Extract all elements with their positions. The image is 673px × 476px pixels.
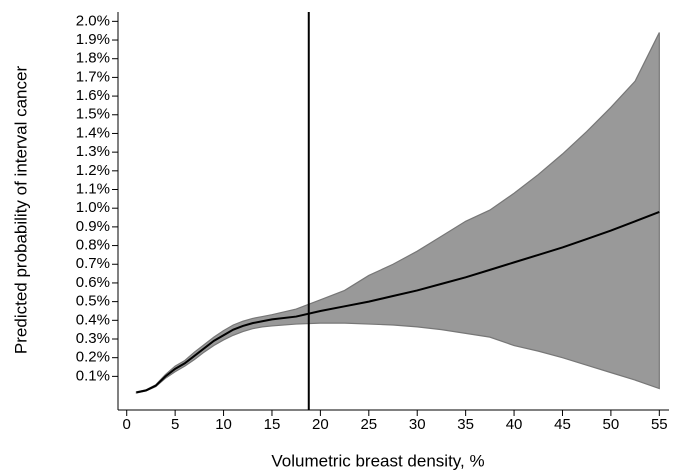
y-tick-label: 0.2% (76, 349, 110, 366)
x-tick-label: 10 (215, 416, 232, 433)
y-tick-label: 1.9% (76, 31, 110, 48)
y-tick-label: 0.8% (76, 237, 110, 254)
y-tick-label: 1.1% (76, 180, 110, 197)
y-tick-label: 1.8% (76, 50, 110, 67)
y-tick-label: 0.1% (76, 367, 110, 384)
x-tick-label: 5 (171, 416, 179, 433)
y-tick-label: 0.9% (76, 218, 110, 235)
x-tick-label: 35 (457, 416, 474, 433)
y-tick-label: 1.6% (76, 87, 110, 104)
y-tick-label: 1.7% (76, 68, 110, 85)
y-axis-label: Predicted probability of interval cancer (11, 66, 30, 355)
y-tick-label: 1.0% (76, 199, 110, 216)
y-tick-label: 0.5% (76, 293, 110, 310)
x-tick-label: 25 (360, 416, 377, 433)
y-tick-label: 1.4% (76, 124, 110, 141)
y-tick-label: 0.3% (76, 330, 110, 347)
x-tick-label: 30 (409, 416, 426, 433)
x-tick-label: 50 (603, 416, 620, 433)
y-tick-label: 0.6% (76, 274, 110, 291)
line (136, 211, 660, 394)
y-tick-label: 0.4% (76, 311, 110, 328)
y-tick-label: 1.2% (76, 162, 110, 179)
x-tick-label: 20 (312, 416, 329, 433)
y-tick-label: 1.5% (76, 106, 110, 123)
confidence-band (135, 32, 660, 394)
y-tick-label: 0.7% (76, 255, 110, 272)
y-tick-label: 1.3% (76, 143, 110, 160)
x-axis-label: Volumetric breast density, % (271, 451, 484, 470)
x-tick-label: 15 (264, 416, 281, 433)
y-tick-label: 2.0% (76, 12, 110, 29)
x-tick-label: 45 (554, 416, 571, 433)
x-tick-label: 55 (651, 416, 668, 433)
x-tick-label: 40 (506, 416, 523, 433)
x-tick-label: 0 (123, 416, 131, 433)
